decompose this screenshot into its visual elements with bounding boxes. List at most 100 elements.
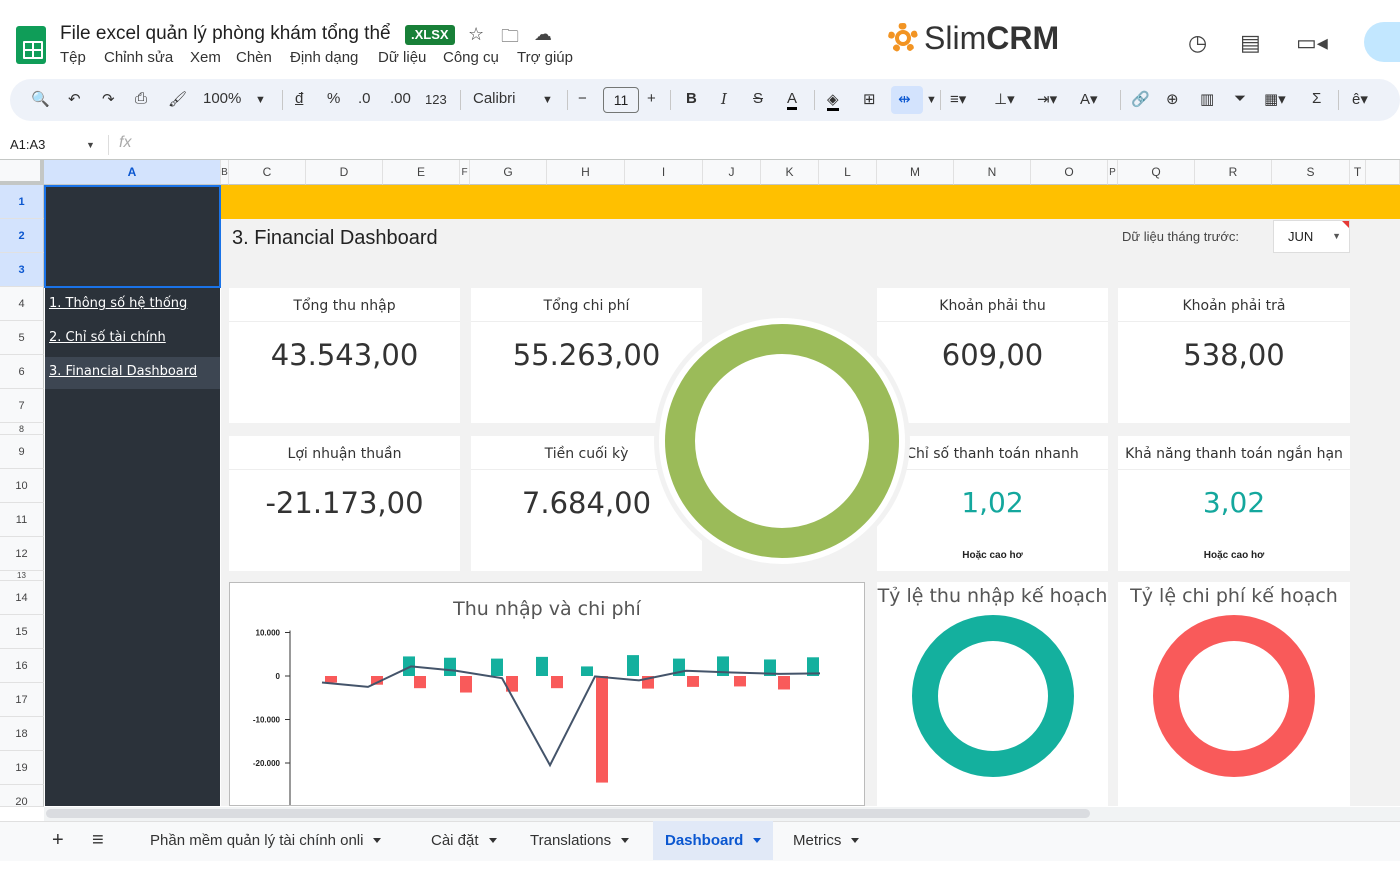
menu-tools[interactable]: Công cụ xyxy=(443,49,499,66)
insert-comment-icon[interactable]: ⊕ xyxy=(1166,91,1179,108)
merge-cells-button[interactable] xyxy=(891,86,923,114)
comment-icon[interactable]: ▤ xyxy=(1240,30,1261,55)
zoom-select[interactable]: 100% xyxy=(203,90,242,107)
menu-view[interactable]: Xem xyxy=(190,49,221,66)
fill-color-icon[interactable]: ◈ xyxy=(827,90,839,111)
row-header-19[interactable]: 19 xyxy=(0,751,44,785)
menu-data[interactable]: Dữ liệu xyxy=(378,49,427,66)
search-icon[interactable]: 🔍 xyxy=(31,91,50,108)
column-header-d[interactable]: D xyxy=(306,160,383,185)
row-header-20[interactable]: 20 xyxy=(0,785,44,808)
row-header-17[interactable]: 17 xyxy=(0,683,44,717)
column-header-i[interactable]: I xyxy=(625,160,703,185)
insert-chart-icon[interactable]: ▥ xyxy=(1200,91,1215,108)
row-header-5[interactable]: 5 xyxy=(0,321,44,355)
row-header-18[interactable]: 18 xyxy=(0,717,44,751)
number-format-button[interactable]: 123 xyxy=(425,92,447,107)
star-icon[interactable]: ☆ xyxy=(468,24,485,44)
align-left-icon[interactable]: ≡▾ xyxy=(950,91,967,108)
undo-icon[interactable]: ↶ xyxy=(68,91,81,108)
row-header-4[interactable]: 4 xyxy=(0,287,44,321)
column-header-l[interactable]: L xyxy=(819,160,877,185)
column-header-p[interactable]: P xyxy=(1108,160,1118,185)
text-rotation-icon[interactable]: A▾ xyxy=(1080,91,1098,108)
sheet-tab-settings[interactable]: Cài đặt xyxy=(421,821,507,860)
functions-icon[interactable]: Σ xyxy=(1312,90,1322,107)
redo-icon[interactable]: ↷ xyxy=(102,91,115,108)
month-dropdown[interactable]: JUN ▼ xyxy=(1273,220,1350,253)
filter-icon[interactable]: ⏷ xyxy=(1234,90,1247,107)
column-header-c[interactable]: C xyxy=(229,160,306,185)
share-button[interactable] xyxy=(1364,22,1400,62)
row-header-14[interactable]: 14 xyxy=(0,581,44,615)
menu-help[interactable]: Trợ giúp xyxy=(517,49,573,66)
chevron-down-icon[interactable]: ▼ xyxy=(86,140,95,150)
menu-file[interactable]: Tệp xyxy=(60,49,86,66)
filter-views-icon[interactable]: ▦▾ xyxy=(1264,91,1286,108)
nav-link-system-params[interactable]: 1. Thông số hệ thống xyxy=(49,296,188,311)
history-icon[interactable]: ◷ xyxy=(1188,30,1208,55)
meet-icon[interactable]: ▭◂ xyxy=(1296,30,1328,55)
add-sheet-button[interactable]: + xyxy=(52,829,64,851)
row-header-16[interactable]: 16 xyxy=(0,649,44,683)
print-icon[interactable]: ⎙ xyxy=(135,90,148,107)
column-header-s[interactable]: S xyxy=(1272,160,1350,185)
text-wrap-icon[interactable]: ⇥▾ xyxy=(1037,91,1058,108)
input-tools-icon[interactable]: ê▾ xyxy=(1352,91,1368,108)
bold-button[interactable]: B xyxy=(686,90,697,107)
vertical-align-icon[interactable]: ⊥▾ xyxy=(994,91,1015,108)
row-header-15[interactable]: 15 xyxy=(0,615,44,649)
row-header-3[interactable]: 3 xyxy=(0,253,44,287)
row-header-12[interactable]: 12 xyxy=(0,537,44,571)
sheets-logo-icon[interactable] xyxy=(16,26,46,64)
column-header-t[interactable]: T xyxy=(1350,160,1366,185)
column-header-r[interactable]: R xyxy=(1195,160,1272,185)
column-header-n[interactable]: N xyxy=(954,160,1031,185)
row-header-7[interactable]: 7 xyxy=(0,389,44,423)
column-header-o[interactable]: O xyxy=(1031,160,1108,185)
column-header-k[interactable]: K xyxy=(761,160,819,185)
menu-edit[interactable]: Chỉnh sửa xyxy=(104,49,174,66)
name-box[interactable]: A1:A3 xyxy=(10,137,46,152)
font-size-increase-icon[interactable]: + xyxy=(647,90,656,107)
row-header-9[interactable]: 9 xyxy=(0,435,44,469)
chevron-down-icon[interactable]: ▼ xyxy=(255,94,266,106)
document-title[interactable]: File excel quản lý phòng khám tổng thể xyxy=(60,23,391,44)
decrease-decimal-button[interactable]: .0 xyxy=(358,90,371,107)
increase-decimal-button[interactable]: .00 xyxy=(390,90,411,107)
cloud-status-icon[interactable]: ☁ xyxy=(534,24,552,44)
row-header-2[interactable]: 2 xyxy=(0,219,44,253)
sheet-tab-dashboard[interactable]: Dashboard xyxy=(653,821,774,860)
column-header-g[interactable]: G xyxy=(470,160,547,185)
nav-link-financial-dashboard[interactable]: 3. Financial Dashboard xyxy=(49,364,198,379)
strikethrough-button[interactable]: S xyxy=(753,90,764,107)
row-header-10[interactable]: 10 xyxy=(0,469,44,503)
percent-format-button[interactable]: % xyxy=(327,90,341,107)
row-header-11[interactable]: 11 xyxy=(0,503,44,537)
row-header-13[interactable]: 13 xyxy=(0,571,44,581)
all-sheets-button[interactable]: ≡ xyxy=(92,829,104,851)
column-header-f[interactable]: F xyxy=(460,160,470,185)
nav-link-financial-ratios[interactable]: 2. Chỉ số tài chính xyxy=(49,330,166,345)
row-header-6[interactable]: 6 xyxy=(0,355,44,389)
select-all-corner[interactable] xyxy=(0,160,44,185)
row-header-1[interactable]: 1 xyxy=(0,185,44,219)
currency-format-button[interactable]: đ xyxy=(295,90,304,107)
chevron-down-icon[interactable]: ▼ xyxy=(926,94,937,106)
font-size-input[interactable]: 11 xyxy=(603,87,639,113)
column-header-b[interactable]: B xyxy=(221,160,229,185)
font-size-decrease-icon[interactable]: − xyxy=(578,90,587,107)
merge-cells-icon[interactable]: ⇹ xyxy=(898,91,911,108)
column-header-m[interactable]: M xyxy=(877,160,954,185)
borders-icon[interactable]: ⊞ xyxy=(863,91,876,108)
horizontal-scrollbar-thumb[interactable] xyxy=(46,809,1090,818)
link-icon[interactable]: 🔗 xyxy=(1131,91,1150,108)
move-folder-icon[interactable]: 🗀 xyxy=(501,26,519,46)
column-header-h[interactable]: H xyxy=(547,160,625,185)
menu-insert[interactable]: Chèn xyxy=(236,49,272,66)
column-header-q[interactable]: Q xyxy=(1118,160,1195,185)
chevron-down-icon[interactable]: ▼ xyxy=(542,94,553,106)
text-color-button[interactable]: A xyxy=(787,90,798,110)
column-header-j[interactable]: J xyxy=(703,160,761,185)
font-select[interactable]: Calibri xyxy=(473,90,516,107)
